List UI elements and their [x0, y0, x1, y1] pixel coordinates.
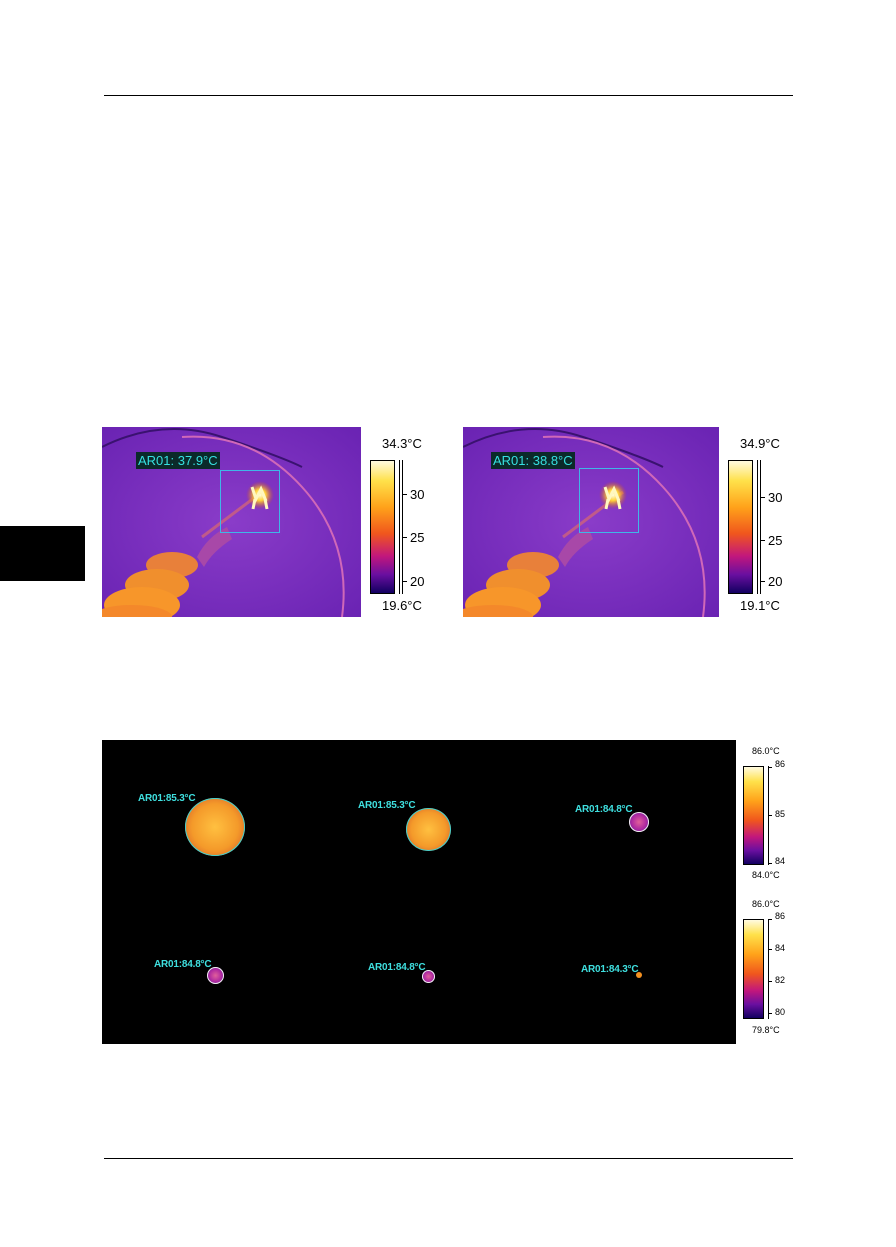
grid-cell: AR01:84.8°C — [102, 893, 313, 1044]
scale-max-label: 34.9°C — [740, 436, 780, 451]
roi-label: AR01:84.8°C — [154, 959, 212, 970]
hot-spot — [185, 798, 245, 856]
tick-label: 84 — [775, 943, 786, 953]
header-rule — [104, 95, 793, 96]
grid-cell: AR01:85.3°C — [314, 740, 524, 891]
tick-label: 84 — [775, 856, 786, 866]
roi-label: AR01: 37.9°C — [136, 452, 220, 469]
roi-label: AR01:84.3°C — [581, 964, 639, 975]
scale-max-label: 86.0°C — [752, 746, 780, 756]
roi-box — [579, 468, 639, 533]
tick-label: 20 — [768, 574, 783, 589]
scale-min-label: 84.0°C — [752, 870, 780, 880]
temperature-scale-left: 34.3°C 30 25 20 19.6°C — [368, 436, 440, 616]
tick-label: 30 — [410, 487, 425, 502]
hot-spot — [636, 972, 642, 978]
tick-label: 20 — [410, 574, 425, 589]
hot-spot — [207, 967, 224, 984]
tick-label: 86 — [775, 911, 786, 921]
tick-label: 85 — [775, 809, 786, 819]
scale-max-label: 86.0°C — [752, 899, 780, 909]
scale-max-label: 34.3°C — [382, 436, 422, 451]
grid-cell: AR01:85.3°C — [102, 740, 313, 891]
tick-label: 82 — [775, 975, 786, 985]
roi-box — [220, 470, 280, 533]
hot-spot — [629, 812, 649, 832]
tick-label: 86 — [775, 759, 786, 769]
temperature-scale-row2: 86.0°C 86 84 82 80 79.8°C — [740, 899, 796, 1041]
temperature-scale-right: 34.9°C 30 25 20 19.1°C — [728, 436, 800, 616]
roi-label: AR01:84.8°C — [368, 962, 426, 973]
thermal-image-grid: AR01:85.3°C AR01:85.3°C AR01:84.8°C AR01… — [102, 740, 736, 1044]
color-bar — [370, 460, 395, 594]
grid-cell: AR01:84.8°C — [525, 740, 736, 891]
scale-min-label: 79.8°C — [752, 1025, 780, 1035]
hot-spot — [422, 970, 435, 983]
tick-label: 25 — [768, 533, 783, 548]
tick-label: 25 — [410, 530, 425, 545]
chapter-tab — [0, 526, 85, 581]
grid-cell: AR01:84.8°C — [314, 893, 524, 1044]
thermal-image-right: AR01: 38.8°C — [463, 427, 719, 617]
color-bar — [743, 766, 764, 865]
grid-cell: AR01:84.3°C — [525, 893, 736, 1044]
thermal-image-left: AR01: 37.9°C — [102, 427, 361, 617]
roi-label: AR01:84.8°C — [575, 804, 633, 815]
scale-min-label: 19.1°C — [740, 598, 780, 613]
roi-label: AR01: 38.8°C — [491, 452, 575, 469]
temperature-scale-row1: 86.0°C 86 85 84 84.0°C — [740, 746, 796, 886]
scale-min-label: 19.6°C — [382, 598, 422, 613]
hot-spot — [406, 808, 451, 851]
tick-label: 30 — [768, 490, 783, 505]
roi-label: AR01:85.3°C — [358, 800, 416, 811]
footer-rule — [104, 1158, 793, 1159]
color-bar — [728, 460, 753, 594]
tick-label: 80 — [775, 1007, 786, 1017]
roi-label: AR01:85.3°C — [138, 793, 196, 804]
color-bar — [743, 919, 764, 1019]
